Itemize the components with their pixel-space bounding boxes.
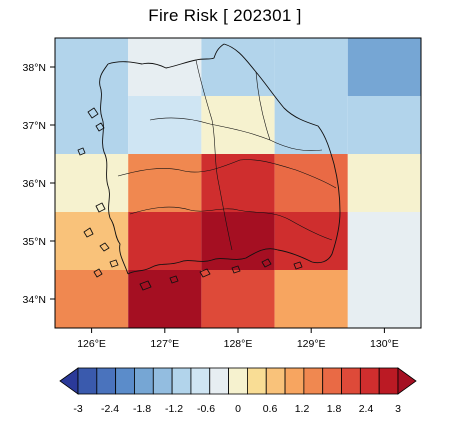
colorbar-tick-label: 0 <box>235 403 241 415</box>
colorbar-tick-label: -2.4 <box>101 403 119 415</box>
heatmap-cell <box>55 38 129 96</box>
heatmap-cell <box>274 270 348 328</box>
colorbar-segment <box>341 367 361 395</box>
heatmap-cell <box>55 212 129 270</box>
heatmap-cell <box>55 270 129 328</box>
y-tick-label: 37°N <box>23 120 46 132</box>
colorbar-segment <box>96 367 117 395</box>
colorbar-segment <box>209 367 229 395</box>
colorbar: -3 -2.4 -1.8 -1.2 -0.6 0 0.6 1.2 1.8 2.4 3 <box>59 367 417 415</box>
colorbar-tick-label: 2.4 <box>359 403 374 415</box>
heatmap-cell <box>274 96 348 154</box>
colorbar-segment <box>134 367 154 395</box>
heatmap-cell <box>201 212 275 270</box>
y-tick-label: 36°N <box>23 178 46 190</box>
island-5 <box>83 227 94 238</box>
colorbar-min-extend <box>59 367 79 395</box>
colorbar-segment <box>171 367 192 395</box>
colorbar-tick-label: 1.8 <box>327 403 342 415</box>
heatmap-cell <box>55 96 129 154</box>
colorbar-segment <box>284 367 305 395</box>
south-coast <box>127 248 313 275</box>
colorbar-segment <box>190 367 211 395</box>
colorbar-tick-label: -0.6 <box>197 403 215 415</box>
colorbar-tick-label: 1.2 <box>295 403 310 415</box>
x-tick-label: 129°E <box>297 338 326 350</box>
heatmap-cell <box>55 154 129 212</box>
island-9 <box>139 280 152 291</box>
heatmap-cell <box>274 38 348 96</box>
heatmap-cell <box>128 212 202 270</box>
heatmap-cell <box>201 38 275 96</box>
province-line-3 <box>129 206 333 241</box>
province-line-2 <box>117 159 337 189</box>
province-line-4 <box>195 59 233 251</box>
colorbar-segment <box>247 367 267 395</box>
island-10 <box>169 275 179 284</box>
heatmap-cell <box>201 270 275 328</box>
chart-title: Fire Risk [ 202301 ] <box>148 6 302 25</box>
island-4 <box>95 202 106 213</box>
province-line-5 <box>255 71 271 141</box>
colorbar-segment <box>303 367 324 395</box>
heatmap-cell <box>201 96 275 154</box>
heatmap-cells <box>55 38 421 328</box>
colorbar-segment <box>378 367 399 395</box>
island-13 <box>261 258 272 268</box>
colorbar-tick-label: 0.6 <box>263 403 278 415</box>
colorbar-tick-label: -1.8 <box>133 403 151 415</box>
heatmap-cell <box>347 96 421 154</box>
island-1 <box>87 107 99 119</box>
axis-ticks: 126°E 127°E 128°E 129°E 130°E 38°N 37°N 36°N 35°… <box>23 62 399 350</box>
x-tick-label: 130°E <box>370 338 399 350</box>
heatmap-cell <box>201 154 275 212</box>
west-coast <box>99 63 129 275</box>
island-11 <box>199 268 211 278</box>
island-3 <box>77 147 86 156</box>
colorbar-tick-label: 3 <box>395 403 401 415</box>
heatmap-cell <box>274 154 348 212</box>
x-tick-label: 126°E <box>77 338 106 350</box>
y-tick-label: 38°N <box>23 62 46 74</box>
island-2 <box>95 122 105 132</box>
colorbar-segment <box>77 367 98 395</box>
heatmap-cell <box>347 270 421 328</box>
x-tick-label: 128°E <box>224 338 253 350</box>
island-14 <box>293 261 303 270</box>
colorbar-segment <box>322 367 342 395</box>
colorbar-segment <box>152 367 173 395</box>
colorbar-segment <box>228 367 248 395</box>
island-12 <box>231 265 241 274</box>
island-7 <box>109 259 119 268</box>
y-tick-label: 35°N <box>23 236 46 248</box>
heatmap-cell <box>347 38 421 96</box>
heatmap-cell <box>347 212 421 270</box>
heatmap-cell <box>128 270 202 328</box>
colorbar-segment <box>115 367 135 395</box>
colorbar-segment <box>265 367 286 395</box>
x-tick-label: 127°E <box>150 338 179 350</box>
east-coast <box>223 43 341 264</box>
border-line <box>107 43 225 69</box>
heatmap-cell <box>347 154 421 212</box>
island-8 <box>93 268 103 278</box>
colorbar-tick-label: -1.2 <box>165 403 183 415</box>
colorbar-segment <box>359 367 380 395</box>
province-line-1 <box>149 117 323 151</box>
colorbar-max-extend <box>397 367 417 395</box>
colorbar-tick-label: -3 <box>73 403 82 415</box>
island-6 <box>99 242 110 252</box>
y-tick-label: 34°N <box>23 294 46 306</box>
heatmap-cell <box>128 96 202 154</box>
coastline <box>77 43 341 291</box>
heatmap-cell <box>128 154 202 212</box>
